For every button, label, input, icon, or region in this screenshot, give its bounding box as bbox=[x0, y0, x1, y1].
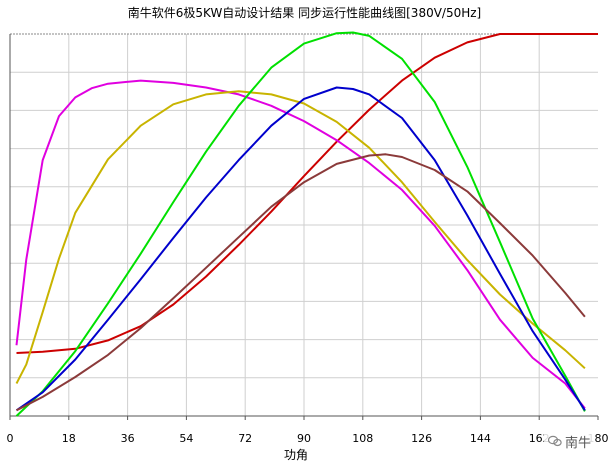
x-tick-label: 36 bbox=[121, 432, 135, 445]
x-tick-label: 126 bbox=[411, 432, 432, 445]
series-line-6 bbox=[16, 153, 586, 412]
watermark-text: 南牛 bbox=[565, 435, 592, 451]
grid-lines bbox=[10, 34, 598, 416]
watermark: 南牛 bbox=[544, 430, 596, 452]
x-tick-labels: 0 18 36 54 72 90 108 126 144 162 180 bbox=[7, 416, 609, 445]
series-line-4 bbox=[15, 31, 586, 417]
x-tick-label: 72 bbox=[238, 432, 252, 445]
chat-bubble-icon bbox=[548, 435, 562, 447]
x-axis-label: 功角 bbox=[284, 448, 309, 462]
x-tick-label: 54 bbox=[179, 432, 193, 445]
series-line-2 bbox=[15, 79, 586, 410]
chart-title: 南牛软件6极5KW自动设计结果 同步运行性能曲线图[380V/50Hz] bbox=[127, 6, 482, 20]
series-group bbox=[15, 31, 598, 417]
x-tick-label: 144 bbox=[470, 432, 491, 445]
x-tick-label: 108 bbox=[352, 432, 373, 445]
series-line-1 bbox=[16, 33, 598, 354]
x-tick-label: 0 bbox=[7, 432, 14, 445]
x-tick-label: 18 bbox=[62, 432, 76, 445]
series-line-5 bbox=[15, 86, 586, 412]
series-line-3 bbox=[15, 90, 586, 384]
x-tick-label: 90 bbox=[297, 432, 311, 445]
